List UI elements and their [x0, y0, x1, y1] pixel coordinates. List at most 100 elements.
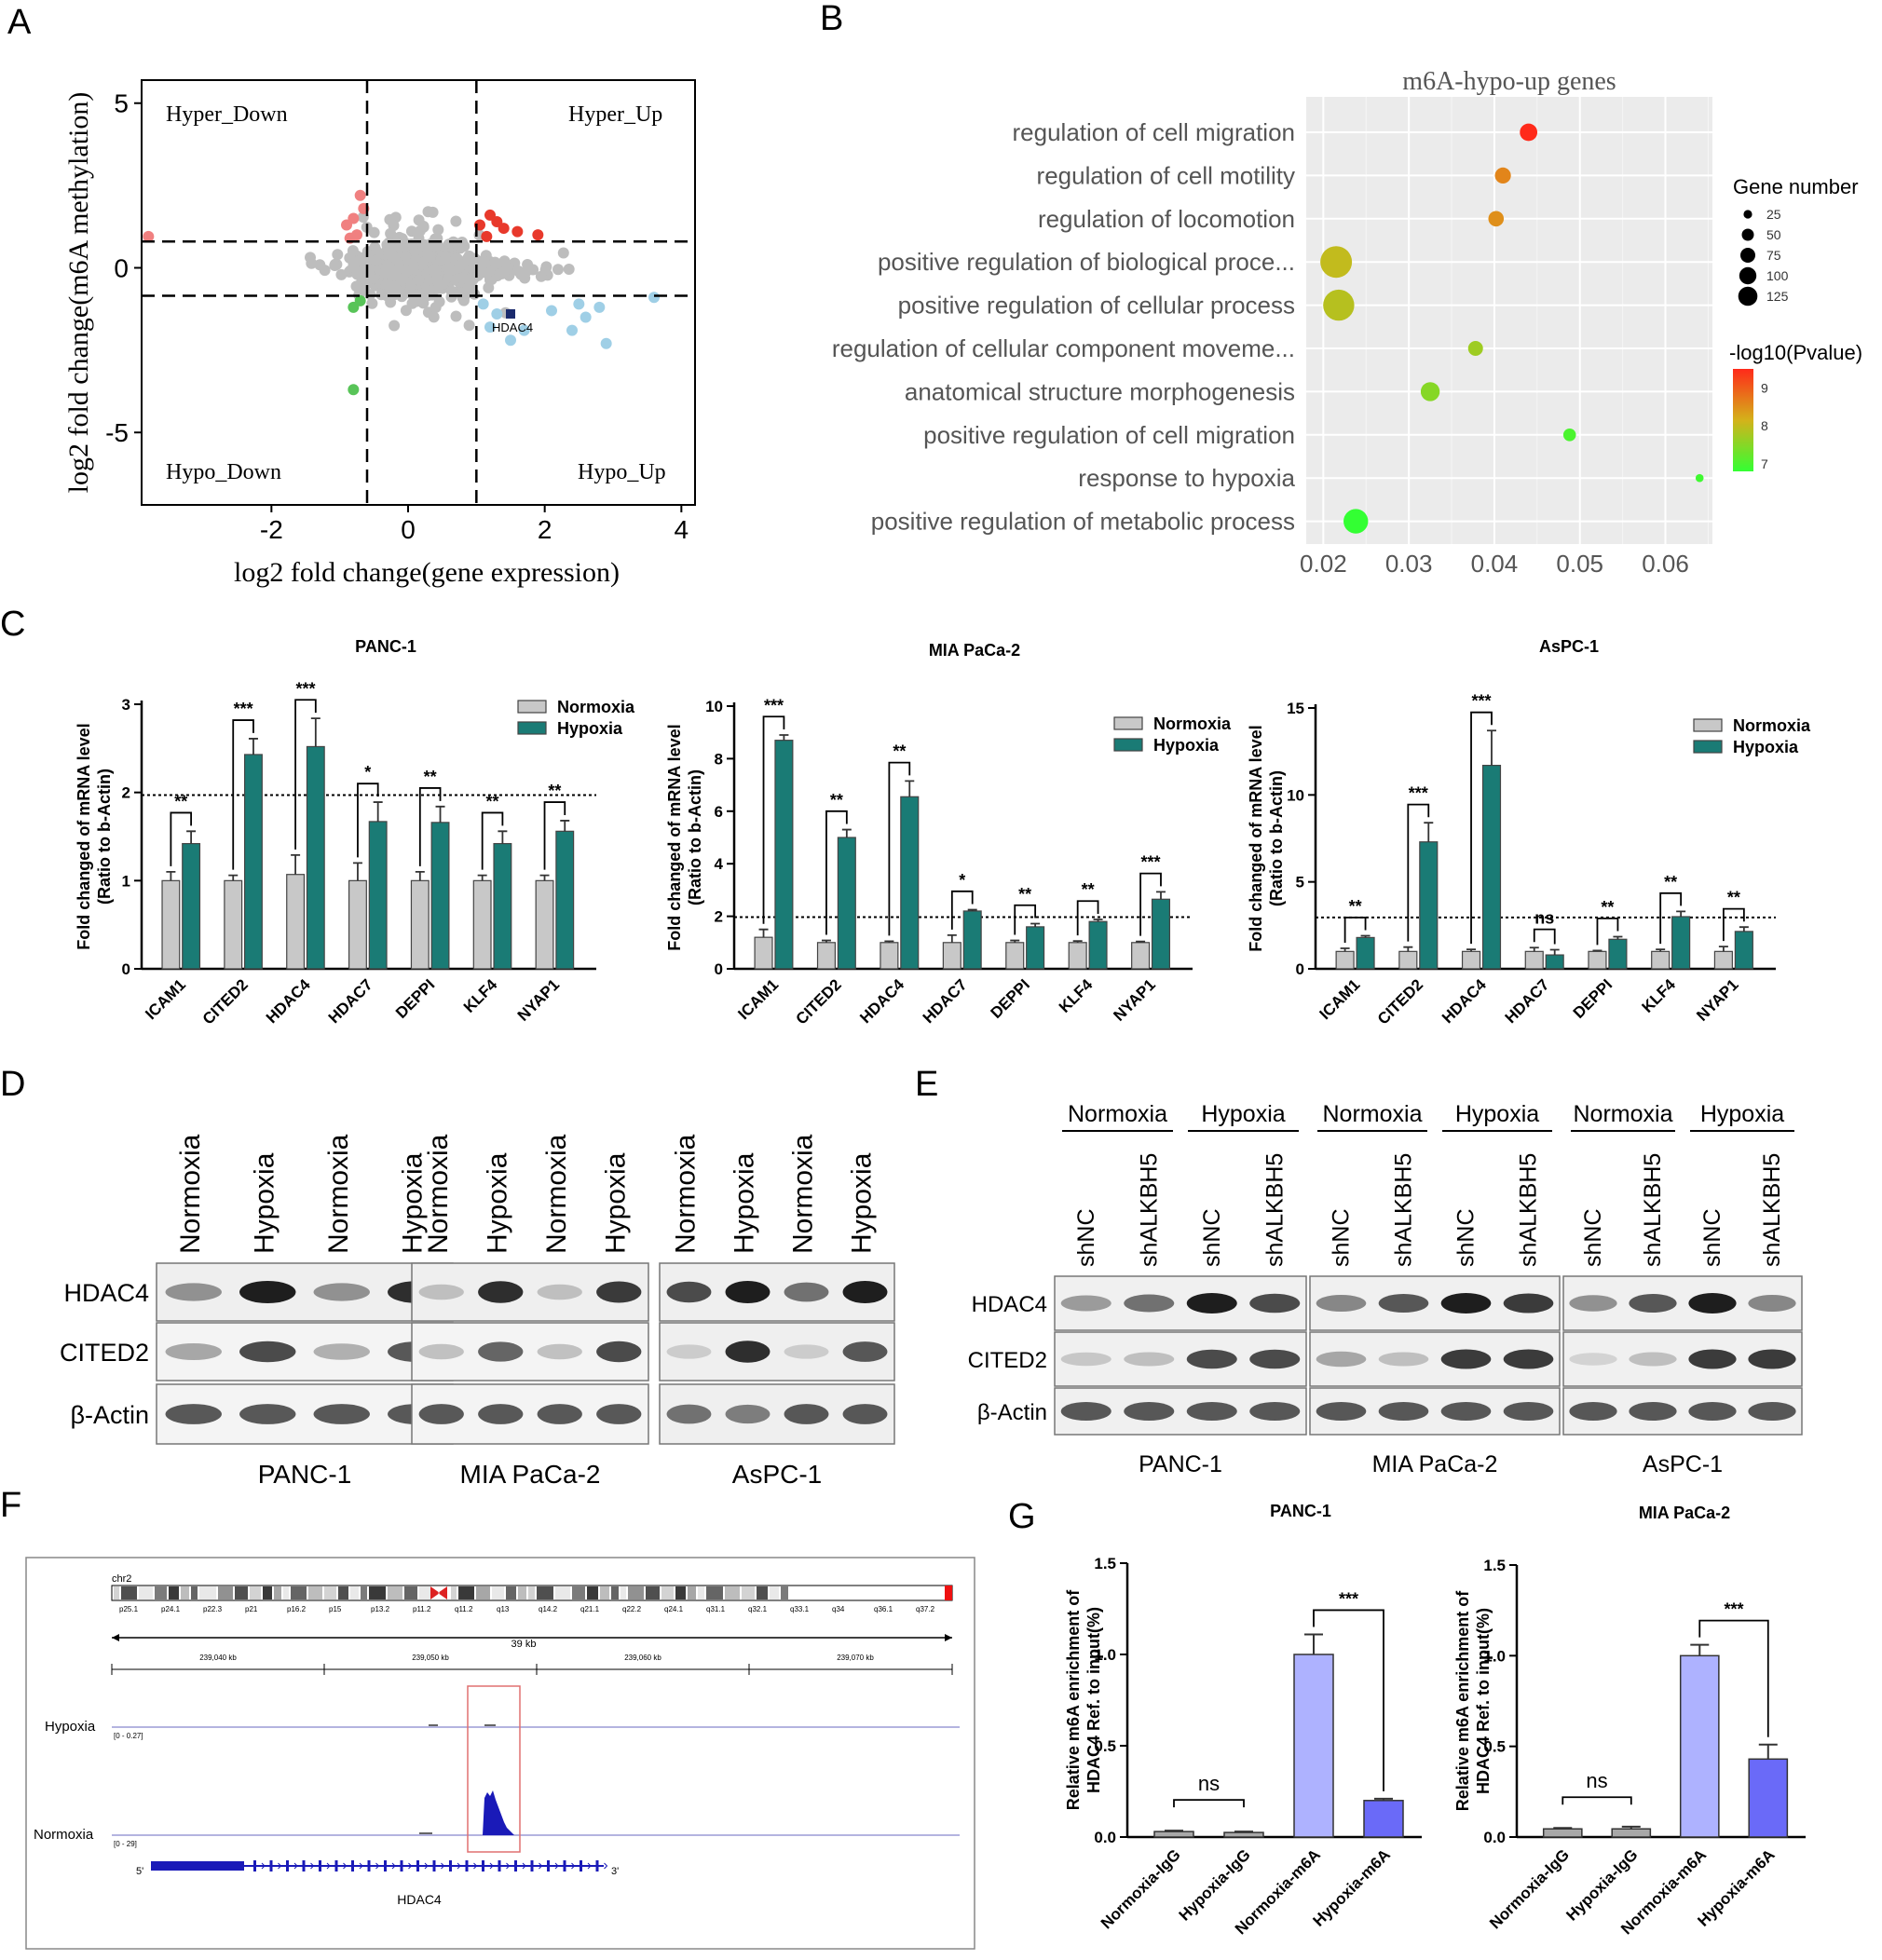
error-bar [1304, 1633, 1323, 1654]
bar-hypoxia [244, 754, 263, 970]
significance-label: *** [1472, 692, 1492, 711]
gene-utr [151, 1861, 244, 1871]
ideogram-band [537, 1586, 553, 1599]
lane-label: shALKBH5 [1759, 1153, 1785, 1267]
gene-strand-arrow [261, 1862, 266, 1870]
size-legend-dot [1740, 248, 1755, 263]
coord-label: 239,070 kb [837, 1654, 874, 1662]
group-label: Normoxia [1323, 1101, 1423, 1127]
gene-strand-arrow [343, 1862, 348, 1870]
blot-band [1186, 1349, 1237, 1369]
ideogram-band [587, 1586, 598, 1599]
blot-band [418, 1404, 464, 1424]
blot-band [1569, 1353, 1617, 1366]
panel-b-dots [1320, 123, 1704, 534]
background-point [385, 265, 397, 276]
significance-label: ** [1664, 873, 1677, 892]
bar-normoxia [1588, 950, 1607, 970]
point-hypo-up [566, 324, 578, 336]
gene-exon [269, 1860, 273, 1872]
error-bar [1136, 940, 1146, 943]
band-label: q22.2 [622, 1605, 642, 1613]
point-hyper-up [511, 225, 524, 238]
background-point [432, 282, 444, 294]
blot-band [1440, 1293, 1492, 1313]
group-label: Hypoxia [1700, 1101, 1784, 1127]
significance-bracket [1659, 892, 1683, 945]
background-point [440, 251, 451, 263]
background-point [463, 320, 475, 332]
y-tick-label: 1.0 [1094, 1646, 1116, 1664]
significance-bracket [1533, 928, 1556, 945]
y-tick-label: 4 [715, 855, 724, 873]
color-legend-title: -log10(Pvalue) [1729, 341, 1862, 364]
color-legend-label: 9 [1761, 380, 1768, 395]
significance-bracket [888, 761, 911, 936]
error-bar [1549, 948, 1560, 956]
significance-bracket [825, 810, 848, 935]
gene-exon [319, 1860, 321, 1872]
ideogram-band [742, 1586, 755, 1599]
gene-exon [351, 1860, 354, 1872]
error-bar [1072, 940, 1083, 943]
blot-band [1569, 1295, 1617, 1312]
band-label: q11.2 [455, 1605, 473, 1613]
background-point [430, 302, 442, 313]
error-bar [884, 940, 894, 943]
y-axis-label-2: HDAC4 Ref. to input(%) [1474, 1608, 1493, 1794]
blot-band [784, 1344, 829, 1359]
blot-band [1316, 1294, 1367, 1313]
hdac4-point-label: HDAC4 [492, 320, 533, 334]
lane-label: shALKBH5 [1640, 1153, 1666, 1267]
bar-hypoxia [306, 745, 325, 970]
x-tick-label: 0 [401, 515, 416, 544]
ideogram-band [757, 1586, 768, 1599]
bar [1611, 1828, 1652, 1838]
blot-band [1569, 1401, 1617, 1422]
ideogram-band [698, 1586, 704, 1599]
b-dot [1420, 382, 1440, 402]
bar-normoxia [286, 874, 306, 970]
x-tick-label: NYAP1 [1110, 975, 1158, 1024]
chart-title: PANC-1 [1270, 1502, 1331, 1520]
bar [1542, 1828, 1583, 1838]
error-bar [310, 717, 320, 747]
blot-band [1629, 1352, 1677, 1367]
point-hypo-up [546, 305, 557, 317]
significance-label: * [959, 871, 965, 890]
panel-f-igv-track: chr2 p25.1 p24.1 p22.3 p21 p16.2 p15 p13.2 p11.… [25, 1557, 975, 1950]
lane-label: Hypoxia [482, 1152, 512, 1254]
chart-title: MIA PaCa-2 [929, 641, 1020, 660]
blot-band [784, 1404, 829, 1424]
gene-exon [563, 1860, 566, 1872]
blot-band [842, 1281, 888, 1303]
background-point [369, 254, 381, 266]
quadrant-hyper-up: Hyper_Up [568, 102, 662, 127]
blot-band [1186, 1293, 1237, 1313]
significance-bracket [1139, 872, 1162, 936]
blot-band [1186, 1401, 1237, 1422]
error-bar [1656, 948, 1666, 952]
y-tick-label: 0 [114, 253, 129, 282]
bar-hypoxia [555, 830, 575, 970]
lane-label: shALKBH5 [1136, 1153, 1162, 1267]
chart-title: PANC-1 [355, 637, 416, 656]
significance-bracket [1596, 917, 1619, 946]
bar-normoxia [754, 936, 773, 970]
point-hypo-up [580, 311, 592, 323]
gene-strand-arrow [571, 1862, 576, 1870]
track-hypoxia-label: Hypoxia [45, 1719, 96, 1735]
bar-hypoxia [182, 842, 201, 970]
blot-band [1249, 1293, 1301, 1313]
bar-hypoxia [1608, 938, 1628, 970]
band-label: p25.1 [119, 1605, 139, 1613]
bar-hypoxia [1481, 764, 1502, 970]
y-tick-label: 6 [715, 803, 723, 821]
band-label: q36.1 [874, 1605, 893, 1613]
blot-band [1378, 1352, 1429, 1367]
blot-band [165, 1283, 222, 1301]
significance-bracket [950, 890, 974, 930]
error-bar [228, 874, 239, 881]
significance-label: ** [830, 791, 843, 810]
blot-band [666, 1344, 712, 1359]
